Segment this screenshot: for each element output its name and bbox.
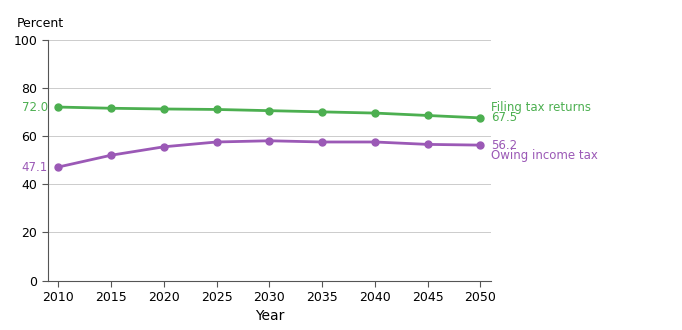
Text: 56.2: 56.2 xyxy=(491,139,517,151)
Text: Owing income tax: Owing income tax xyxy=(491,149,598,162)
Text: 72.0: 72.0 xyxy=(22,101,48,114)
X-axis label: Year: Year xyxy=(254,310,284,323)
Text: 67.5: 67.5 xyxy=(491,112,517,124)
Text: Percent: Percent xyxy=(17,17,64,30)
Text: 47.1: 47.1 xyxy=(22,160,48,174)
Text: Filing tax returns: Filing tax returns xyxy=(491,101,591,114)
